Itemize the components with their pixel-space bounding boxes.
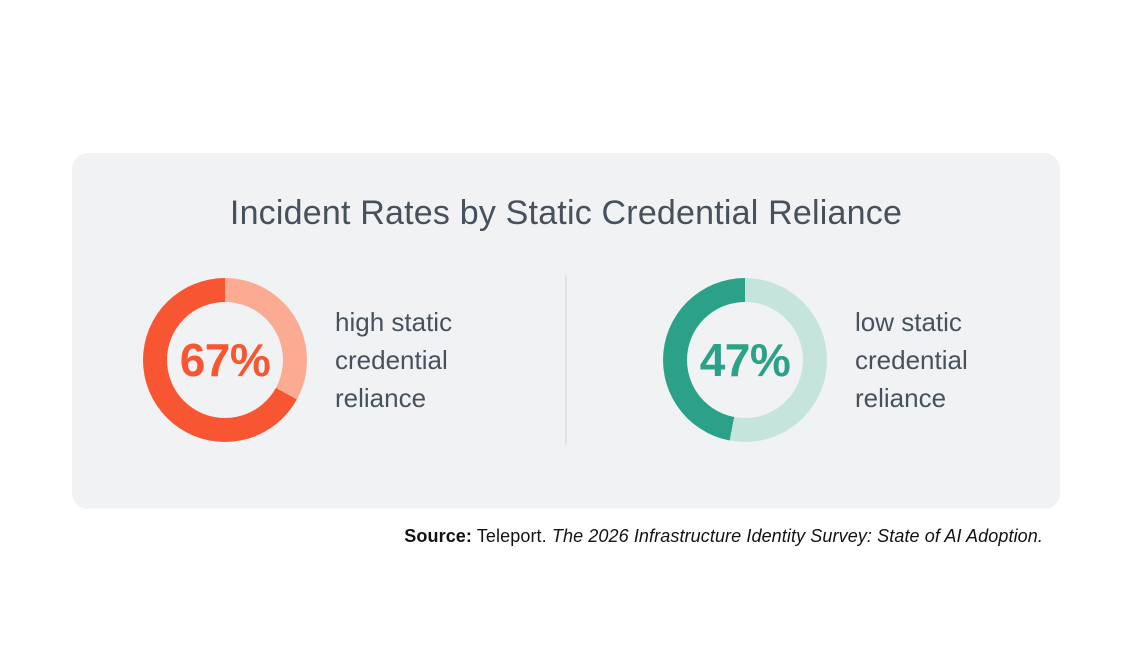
source-citation: The 2026 Infrastructure Identity Survey:… [551,526,1043,546]
donut-group-high: 67% high static credential reliance [143,278,469,442]
donut-label-high: high static credential reliance [335,307,453,413]
source-prefix: Source: [404,526,473,546]
donut-chart-high-reliance: 67% [143,278,307,442]
charts-row: 67% high static credential reliance 47% … [72,275,1060,445]
source-publisher: Teleport. [476,526,547,546]
chart-title: Incident Rates by Static Credential Reli… [229,194,903,232]
percent-value-high: 67% [179,334,271,386]
donut-label-low: low static credential reliance [855,307,968,413]
infographic-card: Incident Rates by Static Credential Reli… [72,153,1060,509]
vertical-divider [565,275,567,445]
donut-hole: 67% [167,302,283,418]
donut-hole: 47% [687,302,803,418]
donut-chart-low-reliance: 47% [663,278,827,442]
source-line: Source: Teleport. The 2026 Infrastructur… [72,526,1060,547]
donut-group-low: 47% low static credential reliance [663,278,989,442]
percent-value-low: 47% [699,334,791,386]
